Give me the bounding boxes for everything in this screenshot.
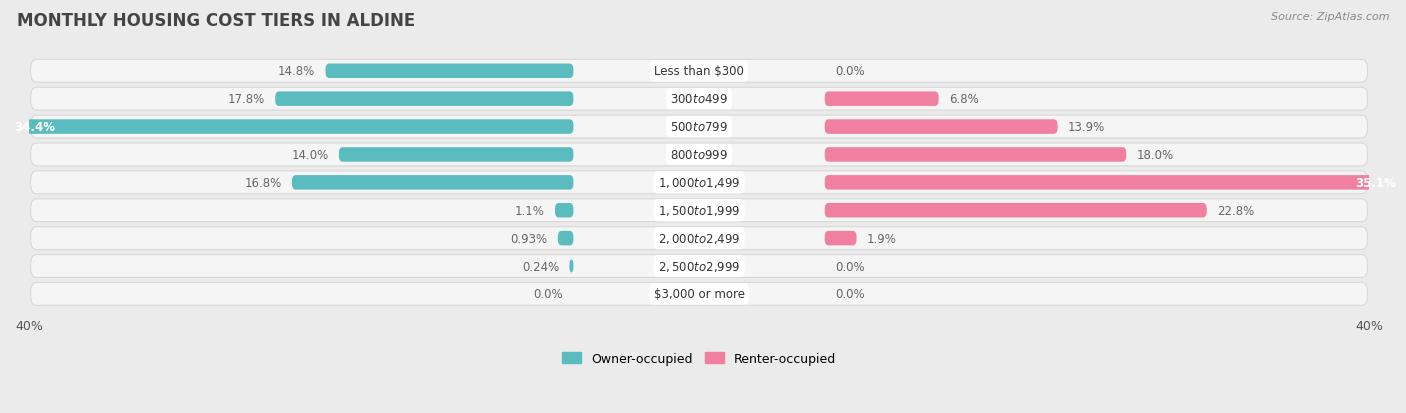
Text: 1.1%: 1.1% <box>515 204 546 217</box>
FancyBboxPatch shape <box>825 120 1057 135</box>
FancyBboxPatch shape <box>825 204 1206 218</box>
Text: 18.0%: 18.0% <box>1136 149 1174 161</box>
Text: 14.8%: 14.8% <box>278 65 315 78</box>
FancyBboxPatch shape <box>31 199 1368 222</box>
Text: $2,000 to $2,499: $2,000 to $2,499 <box>658 232 741 245</box>
Text: Less than $300: Less than $300 <box>654 65 744 78</box>
Text: 35.1%: 35.1% <box>1355 176 1396 190</box>
FancyBboxPatch shape <box>292 176 574 190</box>
Text: 17.8%: 17.8% <box>228 93 266 106</box>
Text: 14.0%: 14.0% <box>291 149 329 161</box>
Text: 6.8%: 6.8% <box>949 93 979 106</box>
FancyBboxPatch shape <box>31 144 1368 166</box>
FancyBboxPatch shape <box>31 171 1368 194</box>
Text: 16.8%: 16.8% <box>245 176 283 190</box>
FancyBboxPatch shape <box>31 255 1368 278</box>
FancyBboxPatch shape <box>825 148 1126 162</box>
FancyBboxPatch shape <box>31 227 1368 250</box>
FancyBboxPatch shape <box>569 259 574 273</box>
Text: $300 to $499: $300 to $499 <box>671 93 728 106</box>
Text: 0.0%: 0.0% <box>534 288 564 301</box>
FancyBboxPatch shape <box>555 204 574 218</box>
Text: $1,500 to $1,999: $1,500 to $1,999 <box>658 204 741 218</box>
Text: MONTHLY HOUSING COST TIERS IN ALDINE: MONTHLY HOUSING COST TIERS IN ALDINE <box>17 12 415 30</box>
FancyBboxPatch shape <box>825 92 939 107</box>
FancyBboxPatch shape <box>825 231 856 246</box>
FancyBboxPatch shape <box>825 176 1406 190</box>
Text: 0.24%: 0.24% <box>522 260 560 273</box>
Legend: Owner-occupied, Renter-occupied: Owner-occupied, Renter-occupied <box>562 352 837 365</box>
Text: $500 to $799: $500 to $799 <box>671 121 728 134</box>
FancyBboxPatch shape <box>31 88 1368 111</box>
Text: 0.93%: 0.93% <box>510 232 548 245</box>
Text: $3,000 or more: $3,000 or more <box>654 288 745 301</box>
FancyBboxPatch shape <box>558 231 574 246</box>
FancyBboxPatch shape <box>339 148 574 162</box>
Text: Source: ZipAtlas.com: Source: ZipAtlas.com <box>1271 12 1389 22</box>
FancyBboxPatch shape <box>276 92 574 107</box>
Text: 0.0%: 0.0% <box>835 288 865 301</box>
FancyBboxPatch shape <box>31 60 1368 83</box>
Text: 34.4%: 34.4% <box>14 121 55 134</box>
Text: 0.0%: 0.0% <box>835 260 865 273</box>
FancyBboxPatch shape <box>31 283 1368 306</box>
Text: $2,500 to $2,999: $2,500 to $2,999 <box>658 259 741 273</box>
Text: 1.9%: 1.9% <box>866 232 897 245</box>
Text: 13.9%: 13.9% <box>1067 121 1105 134</box>
Text: $800 to $999: $800 to $999 <box>671 149 728 161</box>
FancyBboxPatch shape <box>325 64 574 79</box>
Text: $1,000 to $1,499: $1,000 to $1,499 <box>658 176 741 190</box>
Text: 0.0%: 0.0% <box>835 65 865 78</box>
FancyBboxPatch shape <box>31 116 1368 139</box>
FancyBboxPatch shape <box>0 120 574 135</box>
Text: 22.8%: 22.8% <box>1216 204 1254 217</box>
